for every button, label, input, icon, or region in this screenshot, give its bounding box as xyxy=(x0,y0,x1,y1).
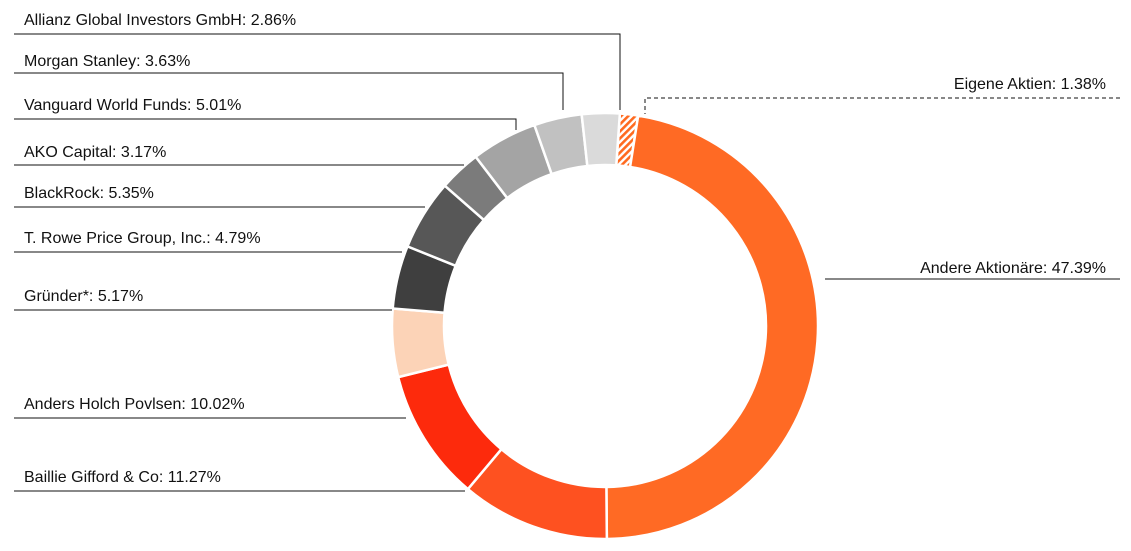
label-anders-holch-povlsen: Anders Holch Povlsen: 10.02% xyxy=(24,396,245,413)
leader-line-allianz-global-investors-gmbh xyxy=(14,33,621,110)
label-morgan-stanley: Morgan Stanley: 3.63% xyxy=(24,53,190,70)
label-t-rowe-price-group-inc: T. Rowe Price Group, Inc.: 4.79% xyxy=(24,230,261,247)
label-gruender: Gründer*: 5.17% xyxy=(24,288,143,305)
slice-andere-aktionaere xyxy=(605,114,820,541)
slice-allianz-global-investors-gmbh xyxy=(580,111,622,168)
label-andere-aktionaere: Andere Aktionäre: 47.39% xyxy=(920,260,1106,277)
slice-gruender xyxy=(390,307,451,379)
label-blackrock: BlackRock: 5.35% xyxy=(24,185,154,202)
leader-line-vanguard-world-funds xyxy=(14,118,517,130)
label-allianz-global-investors-gmbh: Allianz Global Investors GmbH: 2.86% xyxy=(24,12,296,29)
label-eigene-aktien: Eigene Aktien: 1.38% xyxy=(954,76,1106,93)
label-vanguard-world-funds: Vanguard World Funds: 5.01% xyxy=(24,97,241,114)
slice-labels: Eigene Aktien: 1.38% Andere Aktionäre: 47… xyxy=(24,12,1106,486)
label-ako-capital: AKO Capital: 3.17% xyxy=(24,144,166,161)
leader-lines xyxy=(14,33,1120,492)
label-baillie-gifford-co: Baillie Gifford & Co: 11.27% xyxy=(24,469,221,486)
leader-line-morgan-stanley xyxy=(14,72,564,110)
donut-slices xyxy=(390,111,820,541)
leader-line-eigene-aktien xyxy=(644,97,1120,114)
